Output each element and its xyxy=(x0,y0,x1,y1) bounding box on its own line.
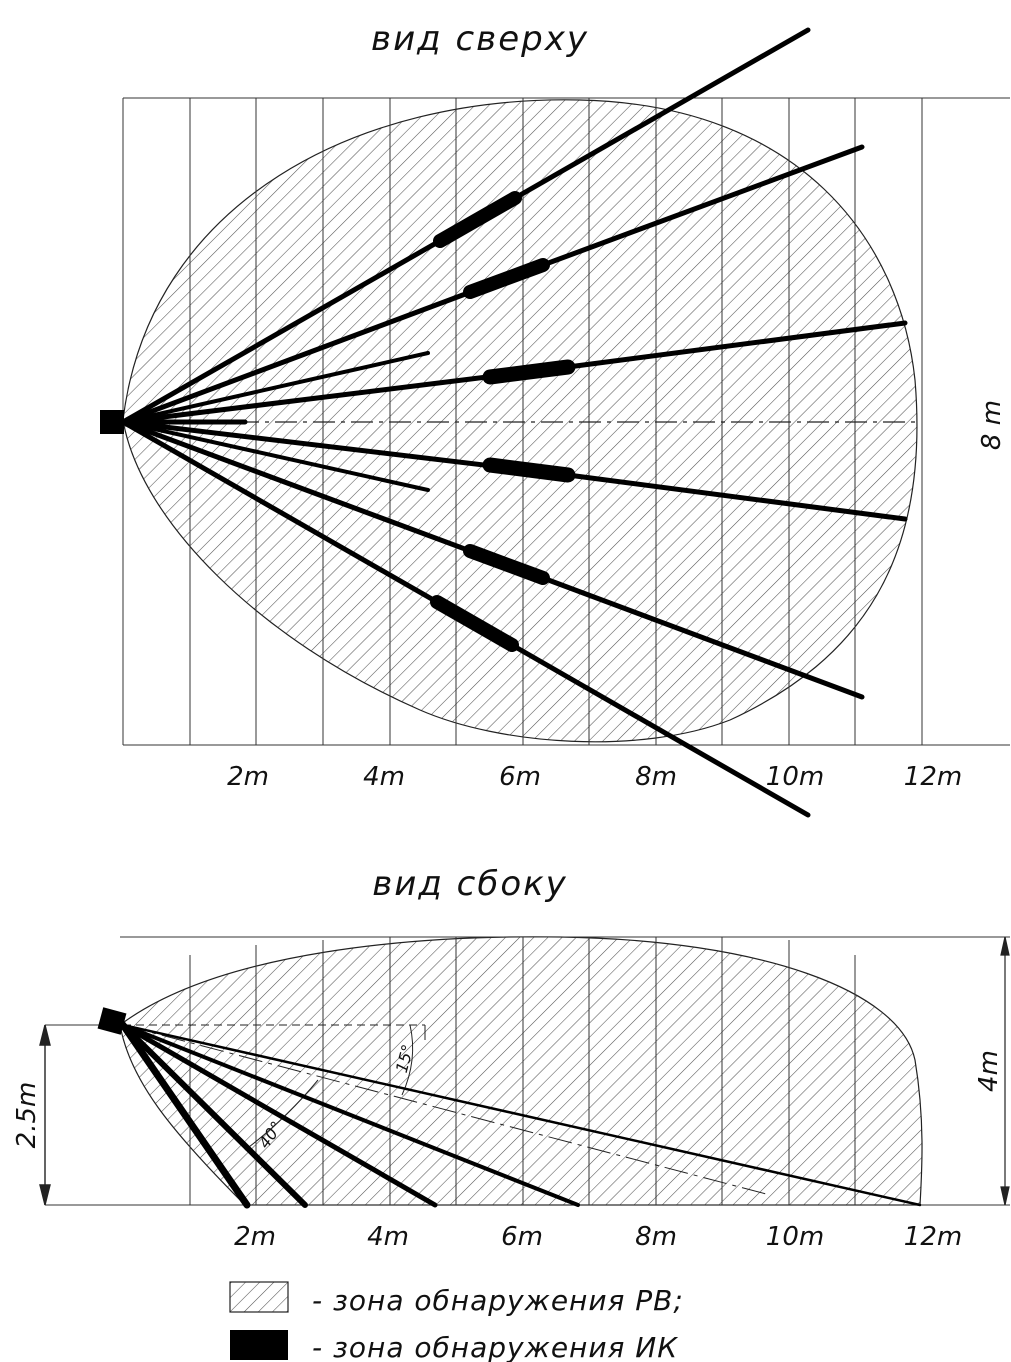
side-view-title: вид сбоку xyxy=(372,864,568,904)
side-view-height-dimension xyxy=(39,1024,51,1206)
top-view-width-label: 8 m xyxy=(977,400,1007,450)
top-view: вид сверху xyxy=(100,19,1010,818)
legend-rv-label: - зона обнаружения РВ; xyxy=(312,1284,684,1317)
top-view-sensor xyxy=(100,410,124,434)
side-view: вид сбоку 2.5m xyxy=(12,864,1010,1252)
side-view-tick-4m: 4m xyxy=(367,1222,409,1252)
top-view-tick-10m: 10m xyxy=(766,762,824,792)
side-view-tick-6m: 6m xyxy=(501,1222,543,1252)
side-view-sensor xyxy=(97,1007,127,1035)
top-view-ik-beams xyxy=(120,27,908,818)
top-view-title: вид сверху xyxy=(371,19,589,59)
side-view-ik-beams xyxy=(119,1021,922,1209)
side-view-grid xyxy=(45,936,1010,1206)
top-view-tick-12m: 12m xyxy=(904,762,962,792)
side-view-tick-8m: 8m xyxy=(635,1222,677,1252)
top-view-tick-6m: 6m xyxy=(499,762,541,792)
legend-ik-label: - зона обнаружения ИК xyxy=(312,1331,678,1362)
side-view-x-axis: 2m 4m 6m 8m 10m 12m xyxy=(234,1222,962,1252)
side-view-tick-12m: 12m xyxy=(904,1222,962,1252)
top-view-tick-2m: 2m xyxy=(227,762,269,792)
side-view-room-height-label: 4m xyxy=(974,1050,1004,1092)
side-view-tick-2m: 2m xyxy=(234,1222,276,1252)
side-view-tick-10m: 10m xyxy=(766,1222,824,1252)
top-view-x-axis: 2m 4m 6m 8m 10m 12m xyxy=(227,762,962,792)
top-view-tick-8m: 8m xyxy=(635,762,677,792)
side-view-room-height-dimension xyxy=(1000,936,1010,1206)
top-view-tick-4m: 4m xyxy=(363,762,405,792)
side-view-mount-height-label: 2.5m xyxy=(12,1082,42,1149)
legend-ik-swatch xyxy=(230,1330,288,1360)
legend-rv-swatch xyxy=(229,1281,289,1313)
legend: - зона обнаружения РВ; - зона обнаружени… xyxy=(229,1281,684,1362)
